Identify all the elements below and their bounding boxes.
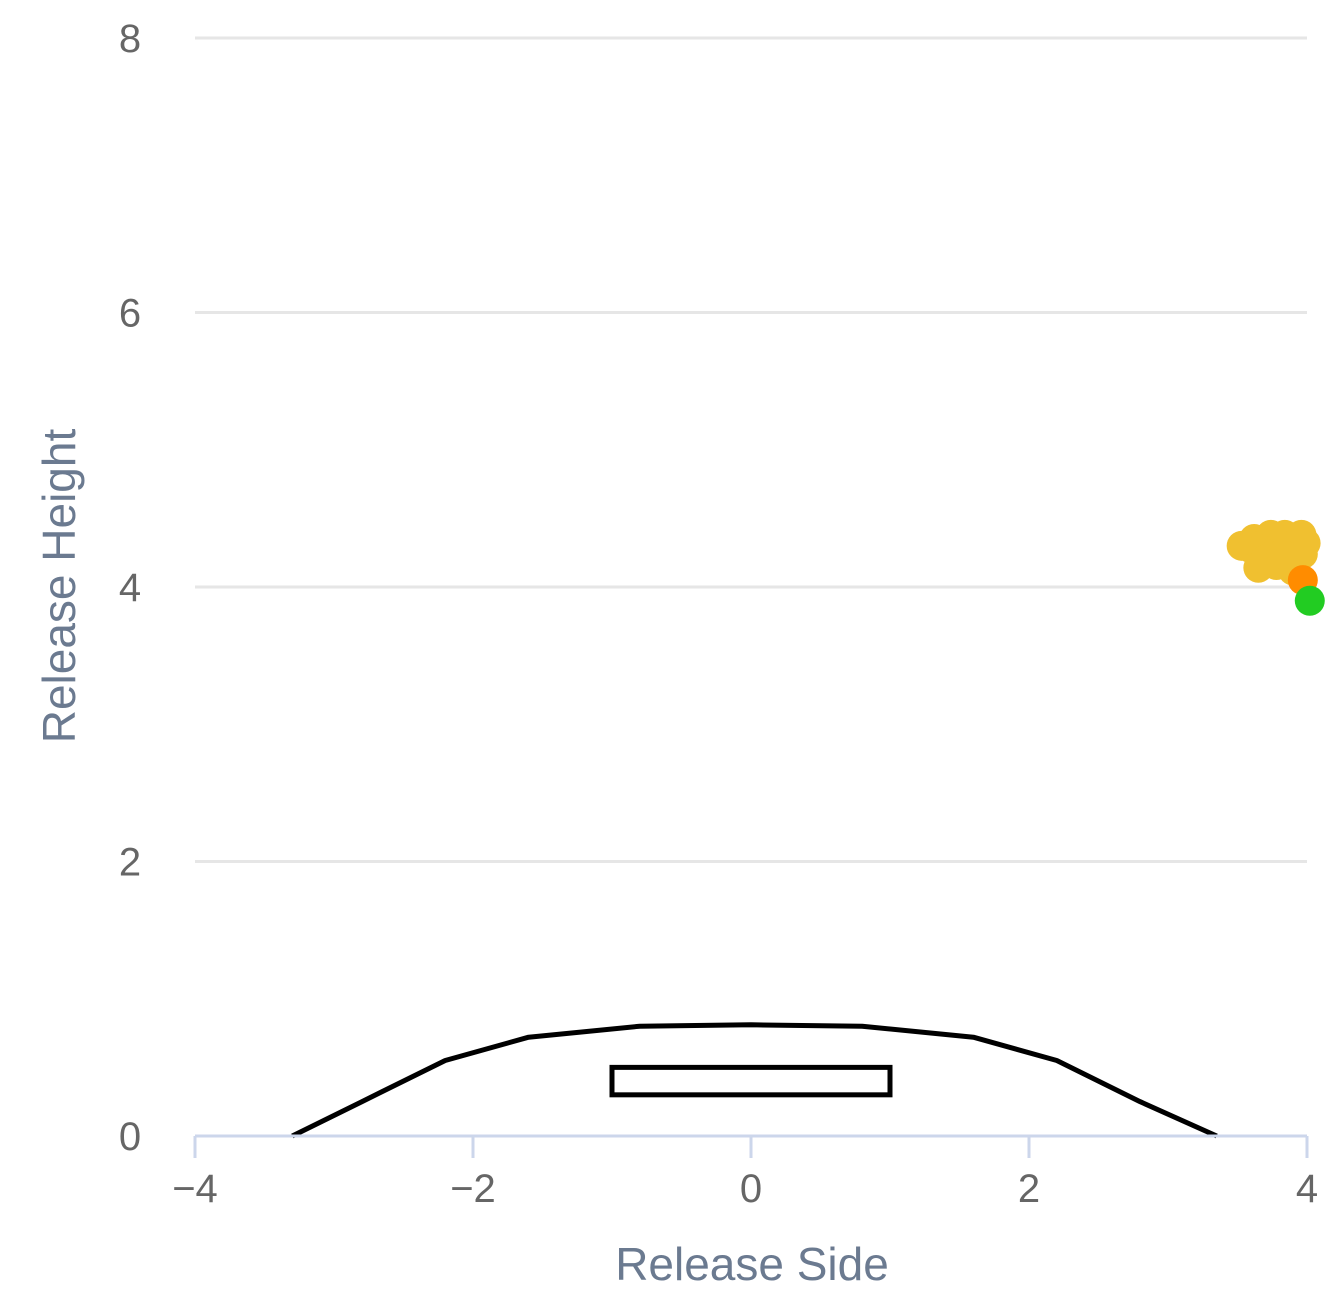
x-tick-label: −2 bbox=[450, 1167, 496, 1211]
y-tick-label: 8 bbox=[119, 17, 141, 61]
y-tick-label: 2 bbox=[119, 841, 141, 885]
scatter-points bbox=[1226, 519, 1325, 616]
x-tick-label: 2 bbox=[1018, 1167, 1040, 1211]
pitching-rubber bbox=[609, 1064, 893, 1098]
y-tick-label: 4 bbox=[119, 566, 141, 610]
mound-outline bbox=[291, 1022, 1218, 1139]
x-tick-label: 0 bbox=[740, 1167, 762, 1211]
scatter-point bbox=[1287, 539, 1318, 570]
y-tick-label: 6 bbox=[119, 292, 141, 336]
gridlines bbox=[195, 36, 1307, 863]
y-axis: 0 2 4 6 8 bbox=[119, 17, 141, 1159]
y-axis-title: Release Height bbox=[33, 429, 85, 744]
scatter-point bbox=[1294, 585, 1325, 616]
x-axis: −4 −2 0 2 4 bbox=[172, 1134, 1318, 1211]
x-tick-label: 4 bbox=[1296, 1167, 1318, 1211]
field-annotations bbox=[291, 1022, 1218, 1139]
y-tick-label: 0 bbox=[119, 1115, 141, 1159]
x-tick-label: −4 bbox=[172, 1167, 218, 1211]
x-axis-title: Release Side bbox=[615, 1238, 889, 1290]
